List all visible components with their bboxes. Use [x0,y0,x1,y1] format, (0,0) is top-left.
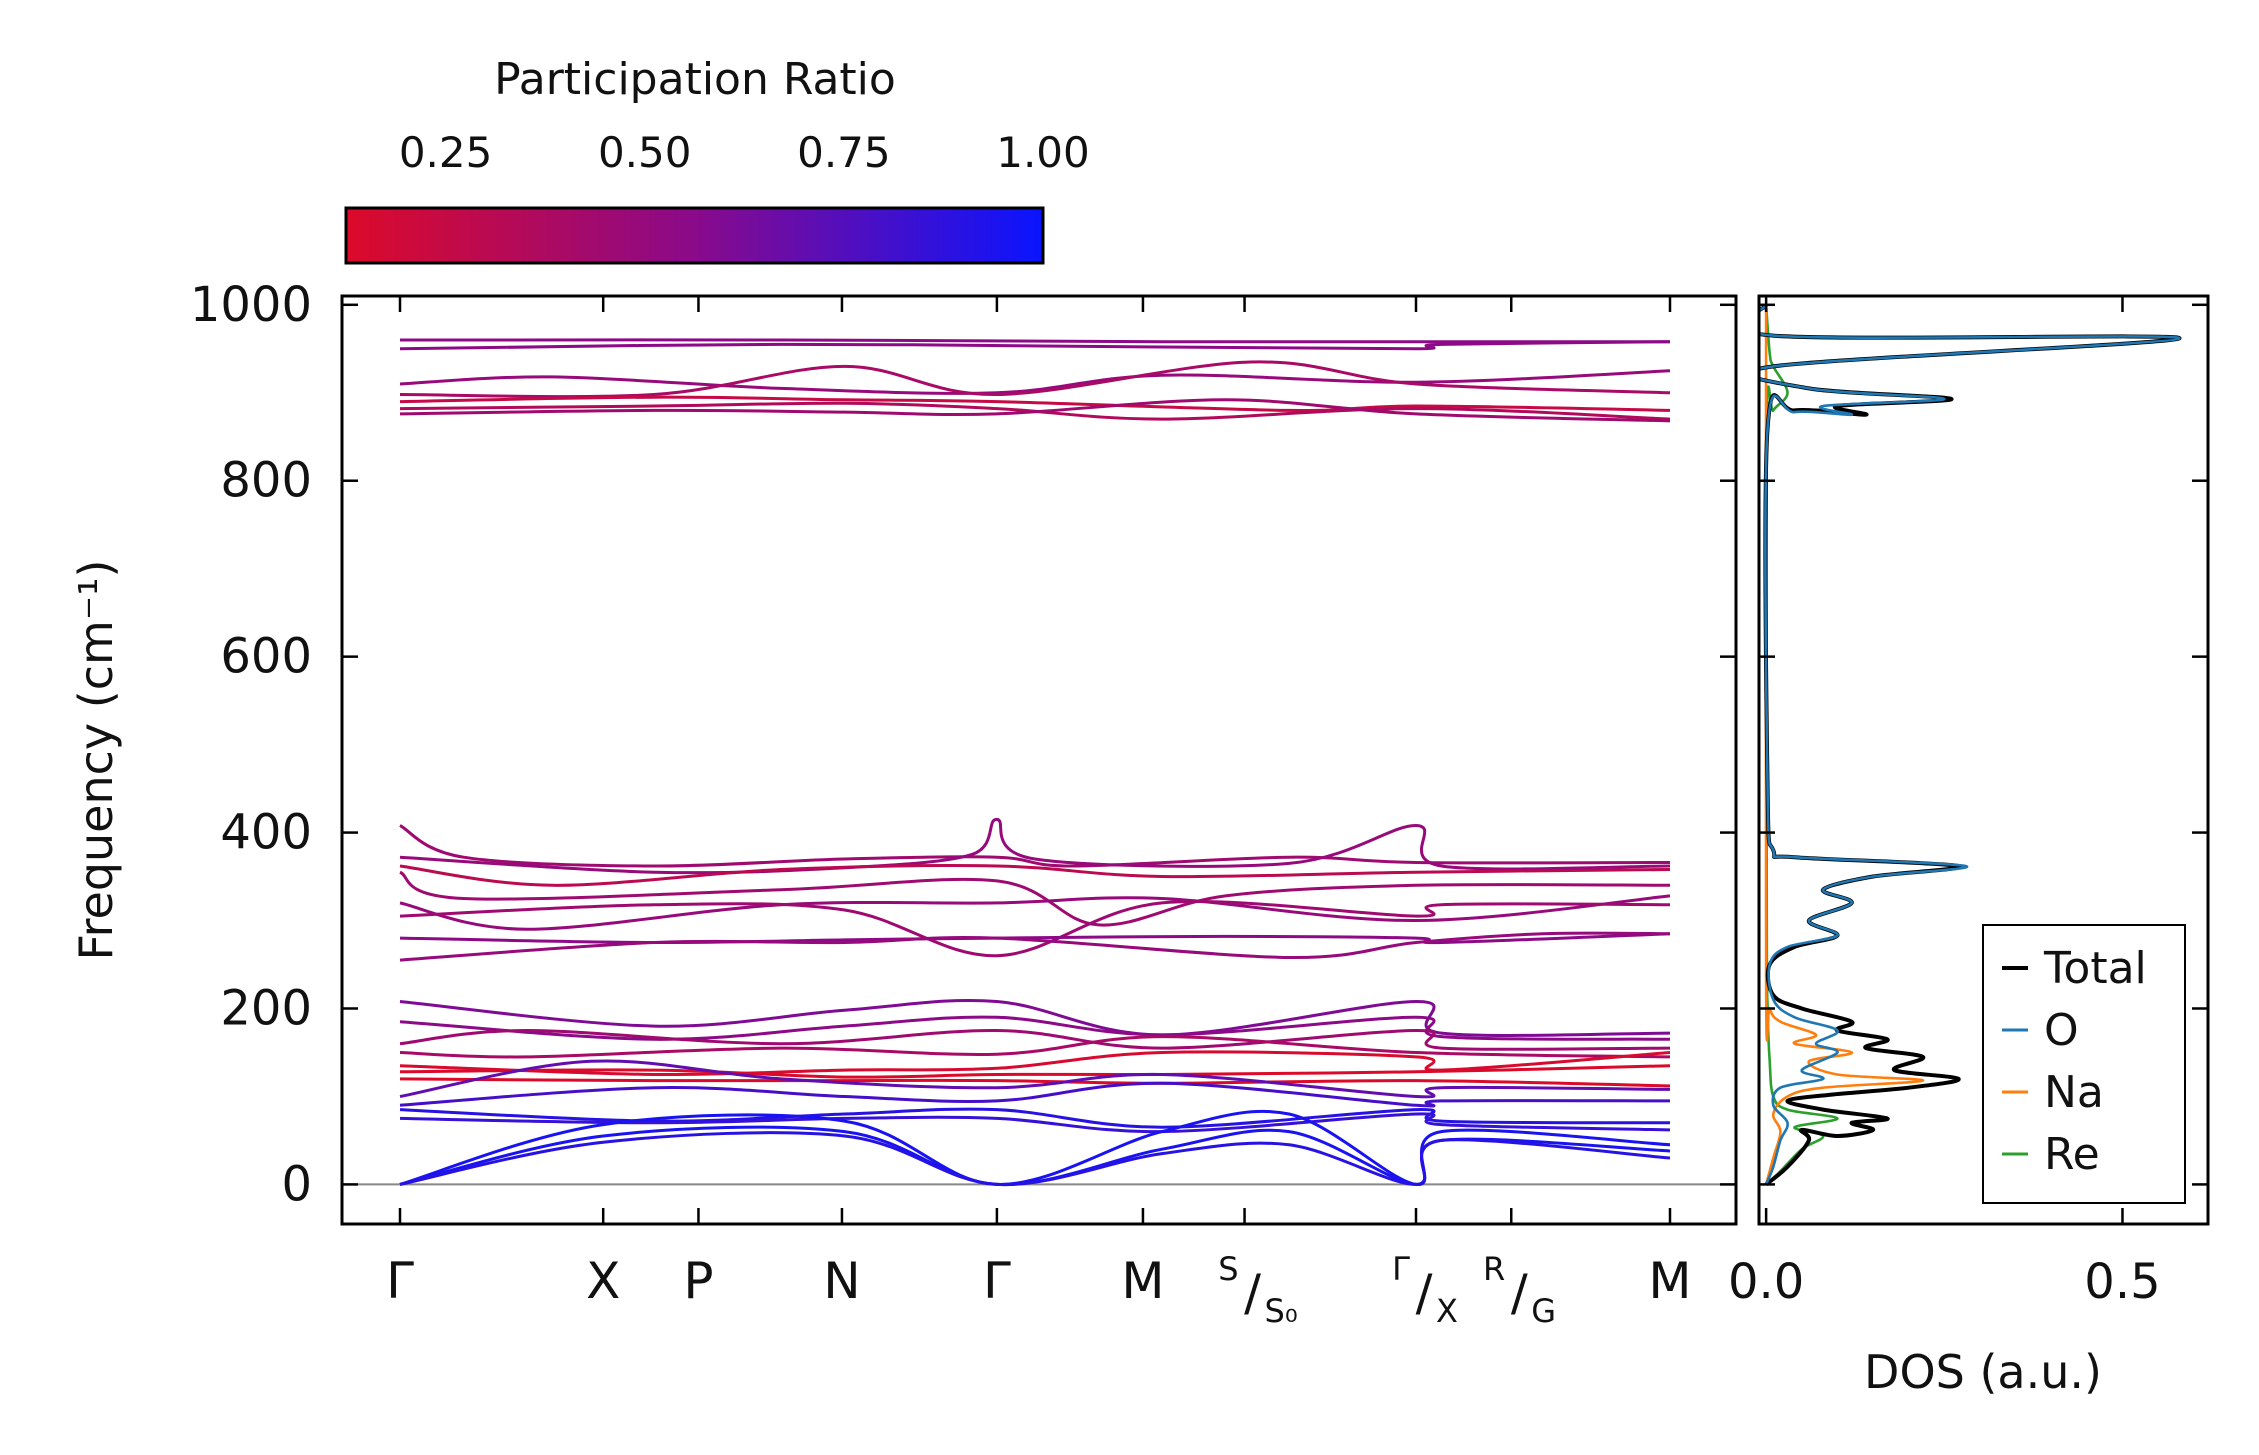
phonon-band [399,360,1671,399]
dispersion-frame [340,294,1738,1226]
path-label: M [1121,1252,1164,1310]
y-tick-label: 200 [220,980,312,1036]
path-label-bottom: G [1531,1292,1556,1330]
phonon-band [399,1109,1671,1186]
path-label-bottom: S₀ [1265,1292,1298,1330]
phonon-band [399,931,1671,962]
phonon-band [399,1064,1671,1079]
phonon-band [399,1059,1671,1099]
phonon-band [399,1081,1671,1108]
phonon-band [399,1125,1671,1187]
dos-panel: 0.0 0.5 DOS (a.u.) Total O Na Re [1728,294,2210,1399]
phonon-band [399,1015,1671,1041]
x-axis-label-dos: DOS (a.u.) [1864,1345,2102,1399]
dos-x-tick-label: 0.0 [1728,1254,1804,1310]
legend-label: Re [2044,1129,2100,1180]
y-tick-label: 800 [220,453,312,509]
phonon-band [399,401,1671,421]
legend-items: Total O Na Re [2002,943,2147,1180]
y-tick-label: 400 [220,805,312,861]
path-label-top: Γ [1392,1250,1410,1288]
y-axis-label: Frequency (cm⁻¹) [69,560,123,961]
phonon-band [399,1112,1671,1134]
path-label-bottom: X [1436,1292,1458,1330]
path-label: N [823,1252,860,1310]
phonon-band [399,817,1671,875]
y-tick-label: 600 [220,629,312,685]
dos-x-tick-label: 0.5 [2084,1254,2160,1310]
path-label: X [586,1252,620,1310]
phonon-band [399,1107,1671,1129]
phonon-band [399,1035,1671,1059]
dos-curves [1759,302,2182,1186]
phonon-band [399,340,1671,351]
phonon-band [399,1077,1671,1088]
path-label-slash: / [1511,1264,1528,1322]
phonon-band [399,998,1671,1037]
dos-curve-re [1764,304,1839,1186]
path-label: Γ [983,1252,1011,1310]
legend-label: O [2044,1005,2079,1056]
path-label: P [683,1252,713,1310]
y-tick-label: 0 [281,1156,312,1212]
path-label: Γ [386,1252,414,1310]
phonon-band [399,824,1671,868]
dos-curve-o [1759,303,2181,1185]
phonon-band [399,398,1671,423]
colorbar-gradient [344,206,1045,265]
legend-label: Na [2044,1067,2104,1118]
path-label-top: S [1218,1250,1238,1288]
dos-legend: Total O Na Re [1982,924,2186,1204]
phonon-band [399,1131,1671,1187]
path-label-slash: / [1244,1264,1261,1322]
dos-axes: 0.0 0.5 [1728,296,2208,1310]
colorbar-tick-label: 0.50 [598,128,692,177]
legend-box [1982,924,2186,1204]
colorbar-title: Participation Ratio [494,54,896,105]
phonon-band [399,1028,1671,1051]
y-tick-label: 1000 [190,277,312,333]
colorbar-ticks: 0.25 0.50 0.75 1.00 [399,128,1090,263]
colorbar-tick-label: 0.25 [399,128,493,177]
phonon-band [399,369,1671,395]
dos-frame [1757,294,2210,1226]
phonon-band [399,900,1671,958]
path-label-slash: / [1416,1264,1433,1322]
path-label-top: R [1483,1250,1505,1288]
phonon-band [399,338,1670,344]
phonon-band [399,395,1671,412]
phonon-band [399,894,1671,931]
path-label: M [1648,1252,1691,1310]
dispersion-bands [344,338,1736,1187]
phonon-band [399,864,1671,887]
colorbar-tick-label: 1.00 [996,128,1090,177]
colorbar-tick-label: 0.75 [797,128,891,177]
colorbar: Participation Ratio 0.25 0.50 0.75 1.00 [344,54,1090,265]
dos-curve-na [1764,304,1925,1185]
legend-label: Total [2043,943,2147,994]
